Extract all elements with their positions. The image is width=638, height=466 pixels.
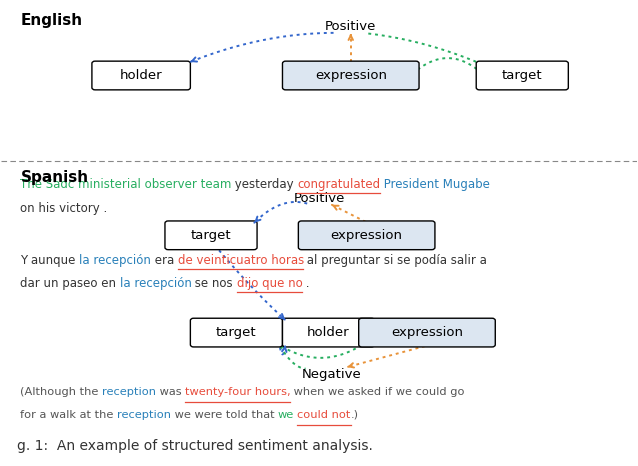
- FancyBboxPatch shape: [92, 61, 190, 90]
- FancyBboxPatch shape: [283, 61, 419, 90]
- Text: Spanish: Spanish: [20, 171, 89, 185]
- Text: English: English: [20, 13, 82, 28]
- Text: la recepción: la recepción: [120, 277, 191, 290]
- Text: Y aunque: Y aunque: [20, 254, 80, 267]
- FancyBboxPatch shape: [165, 221, 257, 250]
- Text: g. 1:  An example of structured sentiment analysis.: g. 1: An example of structured sentiment…: [17, 439, 373, 453]
- Text: target: target: [502, 69, 542, 82]
- Text: holder: holder: [308, 326, 350, 339]
- FancyBboxPatch shape: [283, 318, 375, 347]
- Text: la recepción: la recepción: [79, 254, 151, 267]
- FancyBboxPatch shape: [359, 318, 495, 347]
- Text: Positive: Positive: [325, 21, 376, 34]
- Text: when we asked if we could go: when we asked if we could go: [290, 387, 464, 397]
- Text: we were told that: we were told that: [171, 410, 278, 420]
- Text: dijo que no: dijo que no: [237, 277, 302, 290]
- Text: expression: expression: [391, 326, 463, 339]
- Text: reception: reception: [102, 387, 156, 397]
- Text: .): .): [350, 410, 359, 420]
- Text: de veinticuatro horas: de veinticuatro horas: [178, 254, 304, 267]
- Text: yesterday: yesterday: [231, 178, 297, 192]
- Text: was: was: [156, 387, 185, 397]
- Text: for a walk at the: for a walk at the: [20, 410, 117, 420]
- Text: target: target: [191, 229, 232, 242]
- Text: on his victory .: on his victory .: [20, 201, 108, 214]
- Text: twenty-four hours,: twenty-four hours,: [185, 387, 290, 397]
- FancyBboxPatch shape: [299, 221, 435, 250]
- Text: target: target: [216, 326, 256, 339]
- Text: expression: expression: [330, 229, 403, 242]
- Text: expression: expression: [315, 69, 387, 82]
- Text: se nos: se nos: [191, 277, 237, 290]
- Text: could not: could not: [297, 410, 351, 420]
- FancyBboxPatch shape: [190, 318, 283, 347]
- Text: era: era: [151, 254, 178, 267]
- Text: The Sadc ministerial observer team: The Sadc ministerial observer team: [20, 178, 232, 192]
- Text: holder: holder: [120, 69, 163, 82]
- Text: dar un paseo en: dar un paseo en: [20, 277, 120, 290]
- Text: President Mugabe: President Mugabe: [380, 178, 489, 192]
- Text: Positive: Positive: [293, 192, 345, 205]
- Text: we: we: [278, 410, 294, 420]
- Text: .: .: [302, 277, 309, 290]
- FancyBboxPatch shape: [476, 61, 568, 90]
- Text: Negative: Negative: [302, 368, 362, 381]
- Text: congratulated: congratulated: [297, 178, 380, 192]
- Text: al preguntar si se podía salir a: al preguntar si se podía salir a: [304, 254, 487, 267]
- Text: (Although the: (Although the: [20, 387, 103, 397]
- Text: reception: reception: [117, 410, 171, 420]
